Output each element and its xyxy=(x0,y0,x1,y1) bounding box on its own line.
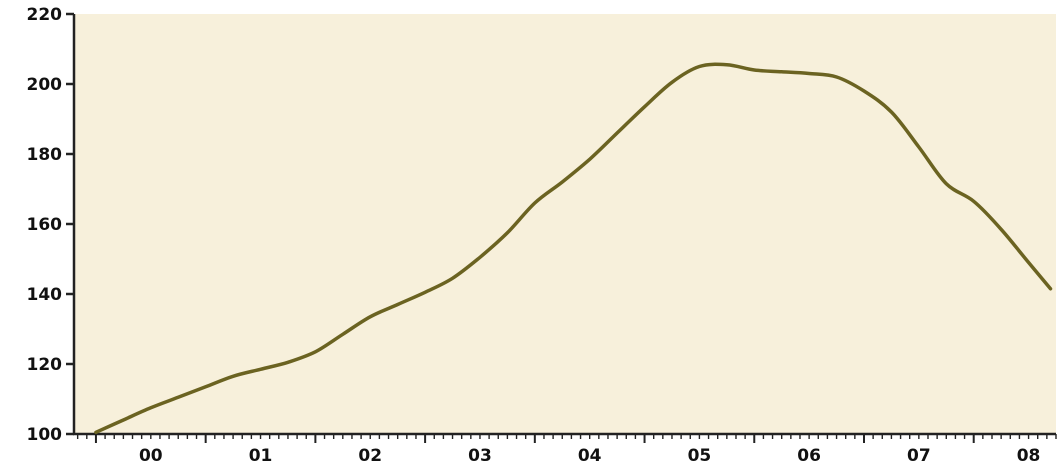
x-axis: 00 01 02 03 04 05 06 07 08 xyxy=(73,434,1056,466)
x-tick-label: 01 xyxy=(249,446,273,466)
y-tick-label: 140 xyxy=(27,285,63,305)
x-tick-label: 03 xyxy=(468,446,492,466)
x-tick-label: 07 xyxy=(907,446,931,466)
x-tick-label: 00 xyxy=(139,446,163,466)
y-tick-label: 160 xyxy=(27,215,63,235)
y-axis: 100 120 140 160 180 200 220 xyxy=(27,5,75,445)
x-tick-label: 04 xyxy=(578,446,602,466)
y-tick-label: 200 xyxy=(27,75,63,95)
y-tick-label: 220 xyxy=(27,5,63,25)
x-tick-label: 08 xyxy=(1017,446,1041,466)
plot-background xyxy=(74,14,1056,434)
y-tick-label: 180 xyxy=(27,145,63,165)
x-tick-label: 06 xyxy=(797,446,821,466)
x-tick-label: 05 xyxy=(688,446,712,466)
y-tick-label: 120 xyxy=(27,355,63,375)
x-tick-label: 02 xyxy=(358,446,382,466)
y-tick-label: 100 xyxy=(27,425,63,445)
